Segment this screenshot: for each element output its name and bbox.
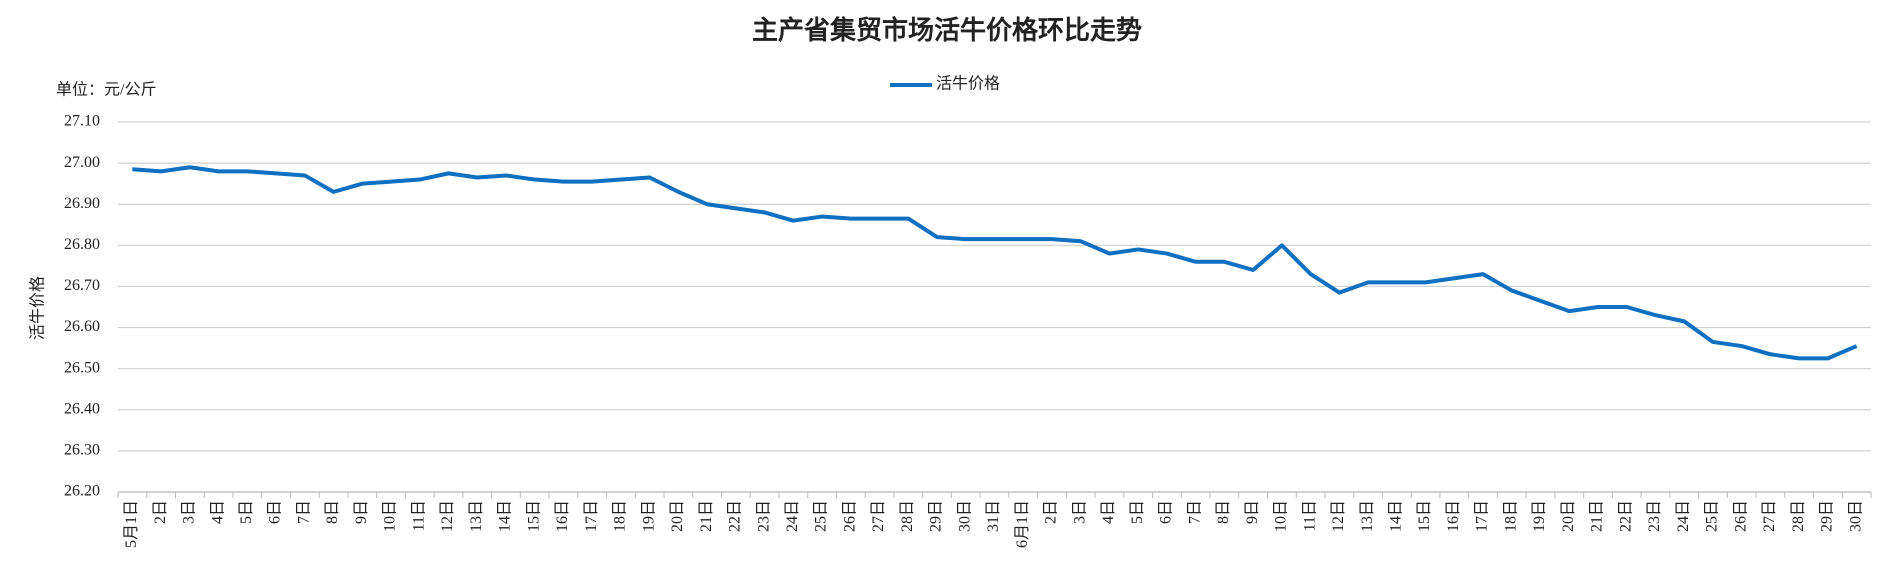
unit-label: 单位：元/公斤 xyxy=(56,81,156,99)
x-tick-label: 26日 xyxy=(1732,500,1749,532)
y-tick-label: 27.10 xyxy=(64,113,100,130)
x-tick-label: 19日 xyxy=(1531,500,1548,532)
x-tick-label: 3日 xyxy=(181,500,198,524)
y-tick-label: 26.90 xyxy=(64,195,100,212)
x-tick-label: 11日 xyxy=(410,500,427,531)
y-tick-label: 26.70 xyxy=(64,277,100,294)
x-tick-label: 24日 xyxy=(784,500,801,532)
x-tick-label: 3日 xyxy=(1071,500,1088,524)
x-tick-label: 29日 xyxy=(928,500,945,532)
x-tick-label: 9日 xyxy=(353,500,370,524)
y-tick-label: 26.80 xyxy=(64,236,100,253)
x-tick-label: 23日 xyxy=(1646,500,1663,532)
x-tick-label: 4日 xyxy=(209,500,226,524)
x-tick-label: 10日 xyxy=(1273,500,1290,532)
x-tick-label: 4日 xyxy=(1100,500,1117,524)
x-tick-label: 25日 xyxy=(813,500,830,532)
x-tick-label: 2日 xyxy=(1043,500,1060,524)
legend-label: 活牛价格 xyxy=(936,75,1000,93)
x-tick-label: 17日 xyxy=(1474,500,1491,532)
x-tick-label: 13日 xyxy=(1359,500,1376,532)
x-tick-label: 12日 xyxy=(1330,500,1347,532)
x-tick-label: 29日 xyxy=(1819,500,1836,532)
y-tick-label: 26.50 xyxy=(64,359,100,376)
x-tick-label: 28日 xyxy=(899,500,916,532)
x-tick-label: 5日 xyxy=(238,500,255,524)
x-tick-label: 2日 xyxy=(152,500,169,524)
x-tick-label: 19日 xyxy=(640,500,657,532)
line-series xyxy=(132,165,1858,361)
x-tick-label: 14日 xyxy=(1387,500,1404,532)
x-tick-label: 27日 xyxy=(1761,500,1778,532)
y-axis-title: 活牛价格 xyxy=(29,276,47,340)
x-tick-label: 7日 xyxy=(295,500,312,524)
y-tick-label: 27.00 xyxy=(64,154,100,171)
x-tick-label: 7日 xyxy=(1186,500,1203,524)
x-tick-label: 27日 xyxy=(870,500,887,532)
x-tick-label: 18日 xyxy=(1502,500,1519,532)
x-tick-label: 10日 xyxy=(382,500,399,532)
y-tick-label: 26.30 xyxy=(64,442,100,459)
x-tick-label: 6日 xyxy=(1158,500,1175,524)
x-tick-label: 8日 xyxy=(324,500,341,524)
x-tick-label: 14日 xyxy=(497,500,514,532)
x-tick-label: 11日 xyxy=(1301,500,1318,531)
x-tick-label: 30日 xyxy=(956,500,973,532)
x-tick-label: 6月1日 xyxy=(1014,500,1031,548)
x-tick-label: 15日 xyxy=(1416,500,1433,532)
x-tick-label: 9日 xyxy=(1244,500,1261,524)
x-tick-label: 22日 xyxy=(727,500,744,532)
y-tick-label: 26.60 xyxy=(64,318,100,335)
x-tick-label: 15日 xyxy=(525,500,542,532)
x-tick-label: 28日 xyxy=(1790,500,1807,532)
x-tick-label: 16日 xyxy=(554,500,571,532)
x-tick-label: 6日 xyxy=(267,500,284,524)
x-tick-label: 8日 xyxy=(1215,500,1232,524)
chart-title: 主产省集贸市场活牛价格环比走势 xyxy=(752,15,1142,45)
x-tick-label: 5月1日 xyxy=(123,500,140,548)
x-tick-label: 25日 xyxy=(1704,500,1721,532)
x-tick-label: 13日 xyxy=(468,500,485,532)
x-tick-label: 21日 xyxy=(1589,500,1606,532)
y-tick-label: 26.40 xyxy=(64,400,100,417)
x-tick-label: 26日 xyxy=(841,500,858,532)
x-tick-label: 18日 xyxy=(612,500,629,532)
x-tick-label: 17日 xyxy=(583,500,600,532)
x-tick-label: 24日 xyxy=(1675,500,1692,532)
x-tick-label: 21日 xyxy=(698,500,715,532)
x-tick-label: 20日 xyxy=(669,500,686,532)
x-tick-label: 31日 xyxy=(985,500,1002,532)
y-tick-label: 26.20 xyxy=(64,483,100,500)
x-tick-label: 30日 xyxy=(1847,500,1864,532)
x-tick-label: 23日 xyxy=(755,500,772,532)
x-tick-label: 22日 xyxy=(1617,500,1634,532)
x-tick-label: 20日 xyxy=(1560,500,1577,532)
x-tick-label: 16日 xyxy=(1445,500,1462,532)
x-tick-label: 5日 xyxy=(1129,500,1146,524)
x-tick-label: 12日 xyxy=(439,500,456,532)
